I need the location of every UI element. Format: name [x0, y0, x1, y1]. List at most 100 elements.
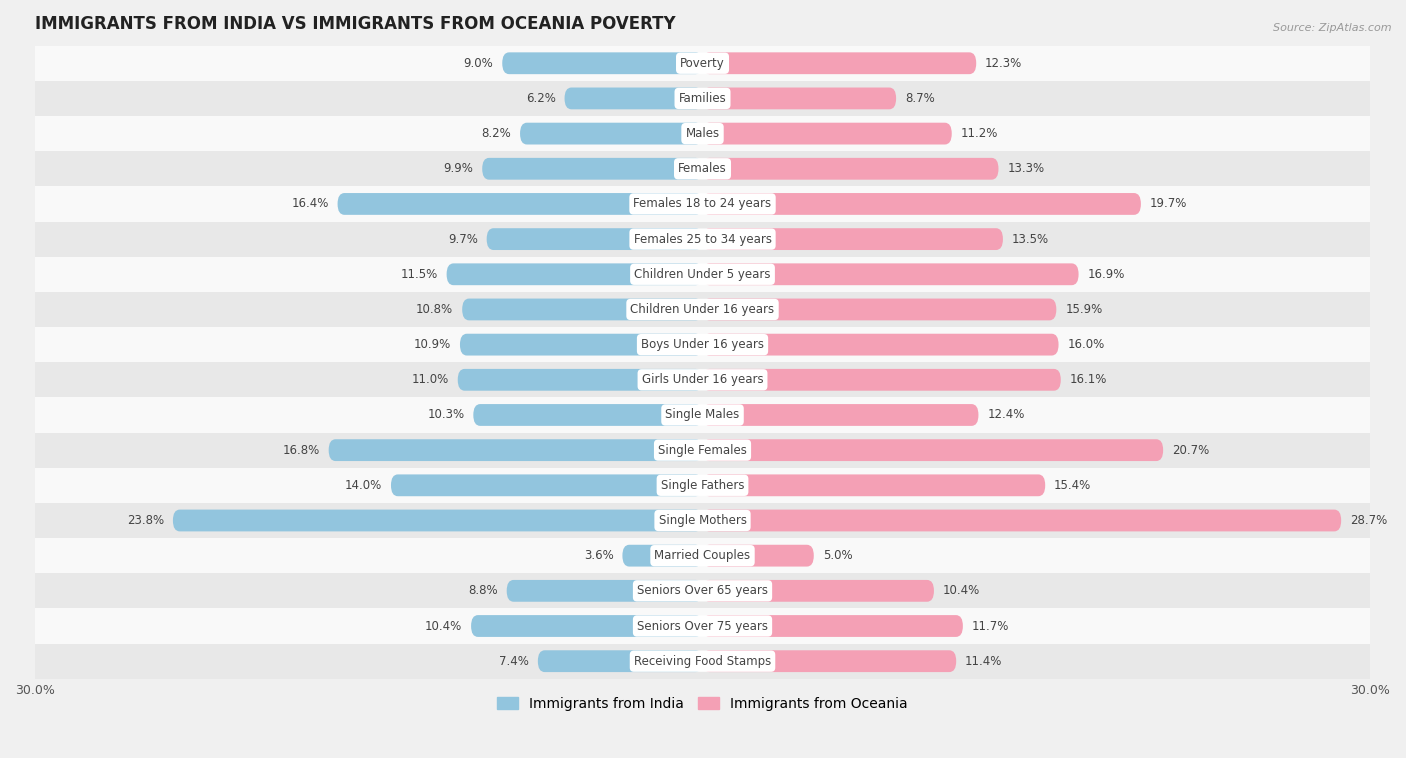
- Text: Single Females: Single Females: [658, 443, 747, 456]
- FancyBboxPatch shape: [474, 404, 703, 426]
- Text: Families: Families: [679, 92, 727, 105]
- Text: 19.7%: 19.7%: [1150, 197, 1187, 211]
- Text: IMMIGRANTS FROM INDIA VS IMMIGRANTS FROM OCEANIA POVERTY: IMMIGRANTS FROM INDIA VS IMMIGRANTS FROM…: [35, 15, 675, 33]
- FancyBboxPatch shape: [463, 299, 703, 321]
- FancyBboxPatch shape: [703, 299, 1056, 321]
- FancyBboxPatch shape: [703, 475, 1045, 496]
- Bar: [35, 538, 1369, 573]
- FancyBboxPatch shape: [329, 439, 703, 461]
- Text: 13.5%: 13.5%: [1012, 233, 1049, 246]
- Text: Source: ZipAtlas.com: Source: ZipAtlas.com: [1274, 23, 1392, 33]
- Text: Receiving Food Stamps: Receiving Food Stamps: [634, 655, 770, 668]
- FancyBboxPatch shape: [703, 334, 1059, 356]
- Text: 11.2%: 11.2%: [960, 127, 998, 140]
- FancyBboxPatch shape: [391, 475, 703, 496]
- Text: 10.8%: 10.8%: [416, 303, 453, 316]
- Text: 9.0%: 9.0%: [464, 57, 494, 70]
- Text: Girls Under 16 years: Girls Under 16 years: [641, 373, 763, 387]
- Text: 20.7%: 20.7%: [1173, 443, 1209, 456]
- FancyBboxPatch shape: [703, 228, 1002, 250]
- Bar: [35, 433, 1369, 468]
- FancyBboxPatch shape: [447, 263, 703, 285]
- Bar: [35, 644, 1369, 678]
- FancyBboxPatch shape: [623, 545, 703, 566]
- FancyBboxPatch shape: [482, 158, 703, 180]
- Bar: [35, 362, 1369, 397]
- Text: 13.3%: 13.3%: [1007, 162, 1045, 175]
- Text: 11.7%: 11.7%: [972, 619, 1010, 632]
- Text: 11.4%: 11.4%: [965, 655, 1002, 668]
- Text: Married Couples: Married Couples: [654, 549, 751, 562]
- FancyBboxPatch shape: [502, 52, 703, 74]
- Text: 5.0%: 5.0%: [823, 549, 852, 562]
- Text: 6.2%: 6.2%: [526, 92, 555, 105]
- Text: Seniors Over 65 years: Seniors Over 65 years: [637, 584, 768, 597]
- Bar: [35, 221, 1369, 257]
- Text: 16.8%: 16.8%: [283, 443, 319, 456]
- FancyBboxPatch shape: [703, 87, 896, 109]
- Text: 12.4%: 12.4%: [987, 409, 1025, 421]
- FancyBboxPatch shape: [703, 193, 1140, 215]
- Bar: [35, 116, 1369, 151]
- Bar: [35, 468, 1369, 503]
- Text: Females: Females: [678, 162, 727, 175]
- FancyBboxPatch shape: [703, 158, 998, 180]
- Text: 16.4%: 16.4%: [291, 197, 329, 211]
- Text: 7.4%: 7.4%: [499, 655, 529, 668]
- Text: Females 18 to 24 years: Females 18 to 24 years: [634, 197, 772, 211]
- Text: 15.9%: 15.9%: [1066, 303, 1102, 316]
- Text: 11.5%: 11.5%: [401, 268, 437, 280]
- Text: 12.3%: 12.3%: [986, 57, 1022, 70]
- Text: 10.3%: 10.3%: [427, 409, 464, 421]
- Text: Single Males: Single Males: [665, 409, 740, 421]
- FancyBboxPatch shape: [471, 615, 703, 637]
- FancyBboxPatch shape: [460, 334, 703, 356]
- Text: 8.2%: 8.2%: [481, 127, 512, 140]
- Text: 16.0%: 16.0%: [1067, 338, 1105, 351]
- Bar: [35, 186, 1369, 221]
- Bar: [35, 397, 1369, 433]
- Text: Boys Under 16 years: Boys Under 16 years: [641, 338, 763, 351]
- FancyBboxPatch shape: [703, 650, 956, 672]
- Bar: [35, 81, 1369, 116]
- Text: 23.8%: 23.8%: [127, 514, 165, 527]
- Text: 11.0%: 11.0%: [412, 373, 449, 387]
- Bar: [35, 327, 1369, 362]
- FancyBboxPatch shape: [337, 193, 703, 215]
- Text: 16.9%: 16.9%: [1087, 268, 1125, 280]
- FancyBboxPatch shape: [703, 615, 963, 637]
- FancyBboxPatch shape: [506, 580, 703, 602]
- Bar: [35, 45, 1369, 81]
- FancyBboxPatch shape: [703, 545, 814, 566]
- Text: Females 25 to 34 years: Females 25 to 34 years: [634, 233, 772, 246]
- FancyBboxPatch shape: [538, 650, 703, 672]
- Bar: [35, 151, 1369, 186]
- FancyBboxPatch shape: [703, 509, 1341, 531]
- FancyBboxPatch shape: [565, 87, 703, 109]
- FancyBboxPatch shape: [703, 404, 979, 426]
- Text: 9.7%: 9.7%: [449, 233, 478, 246]
- Text: Children Under 16 years: Children Under 16 years: [630, 303, 775, 316]
- Bar: [35, 503, 1369, 538]
- Text: 3.6%: 3.6%: [583, 549, 613, 562]
- Text: 10.4%: 10.4%: [425, 619, 463, 632]
- Text: 15.4%: 15.4%: [1054, 479, 1091, 492]
- Bar: [35, 292, 1369, 327]
- Text: Single Fathers: Single Fathers: [661, 479, 744, 492]
- FancyBboxPatch shape: [520, 123, 703, 145]
- FancyBboxPatch shape: [703, 52, 976, 74]
- Text: Children Under 5 years: Children Under 5 years: [634, 268, 770, 280]
- FancyBboxPatch shape: [703, 123, 952, 145]
- Text: 9.9%: 9.9%: [443, 162, 474, 175]
- Text: Single Mothers: Single Mothers: [658, 514, 747, 527]
- Text: Poverty: Poverty: [681, 57, 725, 70]
- Text: 8.8%: 8.8%: [468, 584, 498, 597]
- FancyBboxPatch shape: [703, 369, 1060, 390]
- Legend: Immigrants from India, Immigrants from Oceania: Immigrants from India, Immigrants from O…: [492, 691, 914, 716]
- Text: 10.9%: 10.9%: [413, 338, 451, 351]
- FancyBboxPatch shape: [458, 369, 703, 390]
- Text: 14.0%: 14.0%: [344, 479, 382, 492]
- Text: 28.7%: 28.7%: [1350, 514, 1388, 527]
- FancyBboxPatch shape: [703, 439, 1163, 461]
- FancyBboxPatch shape: [703, 263, 1078, 285]
